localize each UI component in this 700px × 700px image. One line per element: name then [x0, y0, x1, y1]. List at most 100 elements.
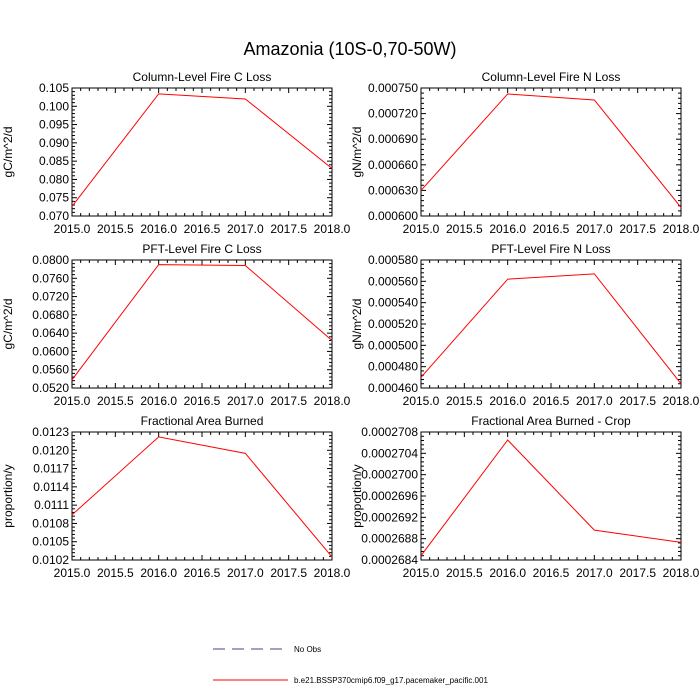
y-tick-label: 0.0123 — [32, 425, 69, 439]
x-tick-label: 2016.0 — [140, 394, 177, 408]
legend-label-no-obs: No Obs — [294, 645, 321, 654]
x-tick-label: 2016.5 — [533, 222, 570, 236]
y-tick-label: 0.080 — [39, 172, 69, 186]
series-line — [71, 436, 333, 558]
y-tick-label: 0.0002708 — [361, 425, 418, 439]
chart-panel-1: Column-Level Fire C Loss gC/m^2/d 2015.0 20… — [1, 70, 351, 236]
x-tick-label: 2016.5 — [184, 222, 221, 236]
plot-frame — [420, 431, 682, 561]
x-tick-label: 2015.0 — [403, 222, 440, 236]
x-tick-label: 2016.0 — [489, 566, 526, 580]
y-tick-label: 0.000460 — [368, 381, 418, 395]
x-tick-label: 2015.5 — [446, 566, 483, 580]
chart-panel-3: PFT-Level Fire C Loss gC/m^2/d 2015.0 2015.… — [1, 242, 351, 408]
plot-frame — [71, 431, 333, 561]
x-tick-label: 2017.0 — [576, 394, 613, 408]
plot-frame — [71, 259, 333, 389]
series-line — [420, 273, 682, 385]
y-tick-label: 0.0105 — [32, 535, 69, 549]
y-tick-label: 0.090 — [39, 136, 69, 150]
chart-title: Fractional Area Burned - Crop — [471, 414, 631, 428]
y-tick-label: 0.0600 — [32, 344, 69, 358]
y-axis-label: proportion/y — [350, 464, 364, 527]
y-tick-label: 0.0002696 — [361, 489, 418, 503]
y-tick-label: 0.0760 — [32, 271, 69, 285]
series-line — [420, 439, 682, 557]
y-tick-label: 0.0120 — [32, 443, 69, 457]
y-axis-label: gN/m^2/d — [350, 299, 364, 350]
x-tick-label: 2017.0 — [576, 566, 613, 580]
plot-frame — [420, 259, 682, 389]
x-tick-label: 2015.5 — [446, 394, 483, 408]
x-tick-label: 2018.0 — [314, 394, 351, 408]
x-tick-label: 2015.0 — [54, 566, 91, 580]
panels: Column-Level Fire C Loss gC/m^2/d 2015.0 20… — [1, 70, 700, 580]
x-tick-label: 2015.0 — [54, 394, 91, 408]
y-axis-label: gN/m^2/d — [350, 127, 364, 178]
x-tick-label: 2017.5 — [270, 394, 307, 408]
y-tick-label: 0.105 — [39, 81, 69, 95]
y-tick-label: 0.0800 — [32, 253, 69, 267]
y-tick-label: 0.000720 — [368, 107, 418, 121]
y-tick-label: 0.085 — [39, 154, 69, 168]
y-tick-label: 0.0114 — [33, 480, 69, 494]
y-tick-label: 0.000580 — [368, 253, 418, 267]
series-line — [71, 264, 333, 381]
plot-frame — [420, 87, 682, 217]
plot-frame — [71, 87, 333, 217]
chart-title: PFT-Level Fire N Loss — [491, 242, 610, 256]
y-tick-label: 0.000500 — [368, 338, 418, 352]
y-tick-label: 0.000600 — [368, 209, 418, 223]
y-tick-label: 0.0117 — [33, 462, 69, 476]
x-tick-label: 2017.0 — [576, 222, 613, 236]
x-tick-label: 2015.5 — [446, 222, 483, 236]
legend: No Obs b.e21.BSSP370cmip6.f09_g17.pacema… — [213, 645, 488, 685]
y-tick-label: 0.075 — [39, 191, 69, 205]
chart-title: Column-Level Fire C Loss — [133, 70, 272, 84]
x-tick-label: 2017.5 — [270, 222, 307, 236]
x-tick-label: 2016.5 — [184, 394, 221, 408]
x-tick-label: 2015.5 — [97, 222, 134, 236]
x-tick-label: 2015.5 — [97, 394, 134, 408]
y-axis-label: proportion/y — [1, 464, 15, 527]
x-tick-label: 2015.0 — [403, 394, 440, 408]
chart-title: PFT-Level Fire C Loss — [142, 242, 261, 256]
y-tick-label: 0.0520 — [32, 381, 69, 395]
chart-panel-2: Column-Level Fire N Loss gN/m^2/d 2015.0 20… — [350, 70, 700, 236]
series-line — [71, 93, 333, 207]
y-tick-label: 0.000690 — [368, 132, 418, 146]
x-tick-label: 2016.0 — [140, 222, 177, 236]
x-tick-label: 2017.5 — [619, 222, 656, 236]
y-tick-label: 0.0002704 — [361, 446, 418, 460]
y-tick-label: 0.0720 — [32, 290, 69, 304]
y-axis-label: gC/m^2/d — [1, 299, 15, 350]
chart-title: Fractional Area Burned — [141, 414, 264, 428]
y-tick-label: 0.000520 — [368, 317, 418, 331]
y-tick-label: 0.0111 — [34, 498, 69, 512]
x-tick-label: 2018.0 — [314, 222, 351, 236]
y-tick-label: 0.0108 — [32, 516, 69, 530]
x-tick-label: 2017.5 — [619, 394, 656, 408]
x-tick-label: 2018.0 — [663, 394, 700, 408]
y-tick-label: 0.000630 — [368, 183, 418, 197]
y-tick-label: 0.0560 — [32, 363, 69, 377]
y-tick-label: 0.0680 — [32, 308, 69, 322]
x-tick-label: 2017.0 — [227, 222, 264, 236]
x-tick-label: 2017.5 — [619, 566, 656, 580]
x-tick-label: 2018.0 — [663, 222, 700, 236]
x-tick-label: 2018.0 — [314, 566, 351, 580]
x-tick-label: 2018.0 — [663, 566, 700, 580]
chart-panel-6: Fractional Area Burned - Crop proportion/… — [350, 414, 700, 580]
x-tick-label: 2017.0 — [227, 394, 264, 408]
x-tick-label: 2016.0 — [489, 222, 526, 236]
chart-panel-4: PFT-Level Fire N Loss gN/m^2/d 2015.0 2015.… — [350, 242, 700, 408]
series-line — [420, 93, 682, 208]
y-tick-label: 0.000560 — [368, 274, 418, 288]
x-tick-label: 2015.0 — [54, 222, 91, 236]
y-tick-label: 0.100 — [39, 99, 69, 113]
x-tick-label: 2015.0 — [403, 566, 440, 580]
x-tick-label: 2016.5 — [184, 566, 221, 580]
y-tick-label: 0.000540 — [368, 296, 418, 310]
y-tick-label: 0.0002700 — [361, 468, 418, 482]
